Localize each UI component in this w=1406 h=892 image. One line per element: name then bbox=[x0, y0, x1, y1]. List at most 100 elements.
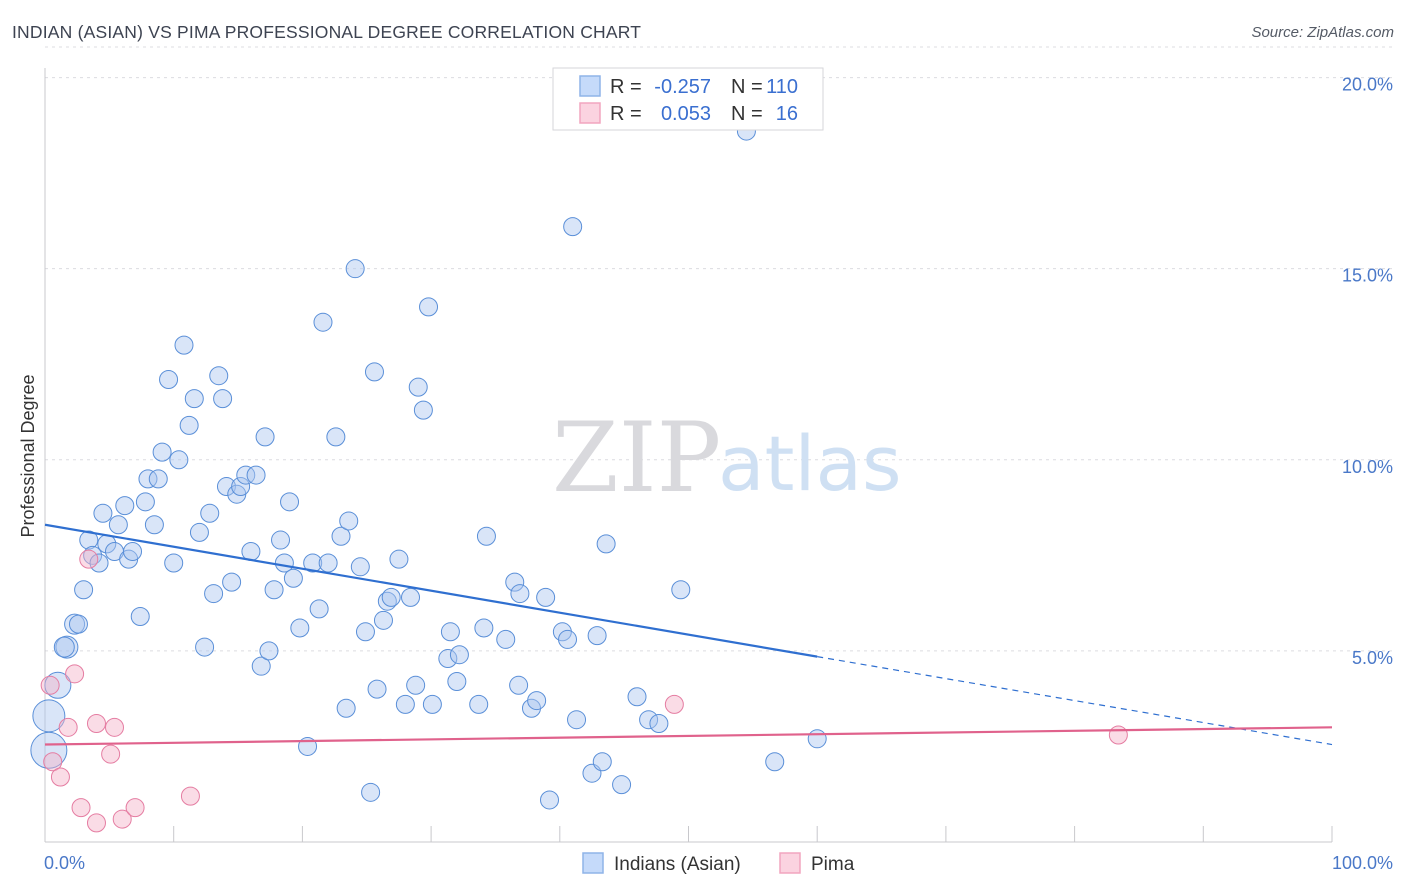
scatter-points bbox=[30, 121, 1128, 833]
indians-point bbox=[64, 613, 86, 635]
pima-point bbox=[664, 694, 684, 714]
y-axis-title: Professional Degree bbox=[18, 374, 38, 537]
indians-point bbox=[639, 710, 659, 730]
indians-point bbox=[364, 362, 384, 382]
series-legend-swatch-pima[interactable] bbox=[779, 852, 801, 874]
indians-point bbox=[179, 415, 199, 435]
indians-point bbox=[89, 553, 109, 573]
watermark-zip: ZIP bbox=[552, 402, 721, 514]
legend-r-value-1: -0.257 bbox=[654, 76, 711, 98]
indians-point bbox=[53, 636, 75, 658]
indians-point bbox=[169, 450, 189, 470]
legend-r-label-1: R = bbox=[610, 76, 642, 98]
indians-point bbox=[807, 729, 827, 749]
indians-point bbox=[189, 522, 209, 542]
legend-n-value-1: 110 bbox=[766, 76, 798, 98]
legend-n-value-2: 16 bbox=[776, 103, 798, 125]
indians-point bbox=[216, 477, 236, 497]
pima-point bbox=[71, 798, 91, 818]
indians-point bbox=[326, 427, 346, 447]
indians-point bbox=[422, 694, 442, 714]
indians-point bbox=[627, 687, 647, 707]
indians-point bbox=[505, 572, 525, 592]
series-legend-label-pima[interactable]: Pima bbox=[811, 854, 855, 875]
indians-point bbox=[350, 557, 370, 577]
indians-point bbox=[264, 580, 284, 600]
indians-point bbox=[373, 610, 393, 630]
watermark: ZIP atlas bbox=[552, 402, 902, 514]
y-tick-labels: 5.0% 10.0% 15.0% 20.0% bbox=[1342, 75, 1393, 668]
indians-point bbox=[361, 782, 381, 802]
indians-point bbox=[213, 389, 233, 409]
indians-point bbox=[280, 492, 300, 512]
indians-point bbox=[527, 691, 547, 711]
indians-point bbox=[130, 606, 150, 626]
pima-point bbox=[65, 664, 85, 684]
indians-point bbox=[567, 710, 587, 730]
indians-point bbox=[510, 584, 530, 604]
indians-point bbox=[209, 366, 229, 386]
series-legend: Indians (Asian) Pima bbox=[582, 852, 855, 875]
y-tick-label: 15.0% bbox=[1342, 266, 1393, 286]
stats-legend: R = -0.257 N = 110 R = 0.053 N = 16 bbox=[552, 67, 824, 131]
stats-legend-swatch-indians bbox=[579, 75, 601, 97]
pima-point bbox=[104, 717, 124, 737]
series-legend-swatch-indians[interactable] bbox=[582, 852, 604, 874]
indians-point bbox=[309, 599, 329, 619]
indians-point bbox=[469, 694, 489, 714]
indians-point bbox=[536, 587, 556, 607]
indians-point bbox=[587, 626, 607, 646]
indians-point bbox=[174, 335, 194, 355]
indians-point bbox=[79, 530, 99, 550]
indians-point bbox=[152, 442, 172, 462]
indians-point bbox=[540, 790, 560, 810]
indians-point bbox=[204, 584, 224, 604]
pima-point bbox=[40, 675, 60, 695]
pima-point bbox=[125, 798, 145, 818]
indians-point bbox=[389, 549, 409, 569]
indians-point bbox=[592, 752, 612, 772]
indians-point bbox=[413, 400, 433, 420]
indians-point bbox=[509, 675, 529, 695]
y-tick-label: 20.0% bbox=[1342, 75, 1393, 95]
pima-point bbox=[86, 714, 106, 734]
indians-point bbox=[259, 641, 279, 661]
pima-point bbox=[86, 813, 106, 833]
indians-point bbox=[283, 568, 303, 588]
indians-point bbox=[68, 614, 88, 634]
indians-point bbox=[313, 312, 333, 332]
indians-point bbox=[381, 587, 401, 607]
indians-point bbox=[123, 542, 143, 562]
indians-point bbox=[395, 694, 415, 714]
pima-point bbox=[50, 767, 70, 787]
indians-point bbox=[108, 515, 128, 535]
stats-legend-swatch-pima bbox=[579, 102, 601, 124]
indians-point bbox=[408, 377, 428, 397]
pima-point bbox=[180, 786, 200, 806]
indians-point bbox=[449, 645, 469, 665]
indians-point bbox=[138, 469, 158, 489]
indians-point bbox=[476, 526, 496, 546]
indians-point bbox=[671, 580, 691, 600]
y-tick-label: 10.0% bbox=[1342, 457, 1393, 477]
indians-point bbox=[200, 503, 220, 523]
indians-point bbox=[596, 534, 616, 554]
indians-point bbox=[251, 656, 271, 676]
pima-point bbox=[1108, 725, 1128, 745]
x-tick-label-min: 0.0% bbox=[44, 853, 85, 873]
indians-point bbox=[148, 469, 168, 489]
indians-point bbox=[336, 698, 356, 718]
indians-point bbox=[438, 649, 458, 669]
series-legend-label-indians[interactable]: Indians (Asian) bbox=[614, 854, 741, 875]
indians-point bbox=[377, 591, 397, 611]
indians-point bbox=[496, 629, 516, 649]
legend-r-value-2: 0.053 bbox=[661, 103, 711, 125]
indians-point bbox=[93, 503, 113, 523]
trend-lines bbox=[44, 523, 1333, 746]
indians-point bbox=[271, 530, 291, 550]
indians-point bbox=[355, 622, 375, 642]
indians-point bbox=[32, 699, 66, 733]
indians-point bbox=[222, 572, 242, 592]
indians-point bbox=[83, 545, 103, 565]
